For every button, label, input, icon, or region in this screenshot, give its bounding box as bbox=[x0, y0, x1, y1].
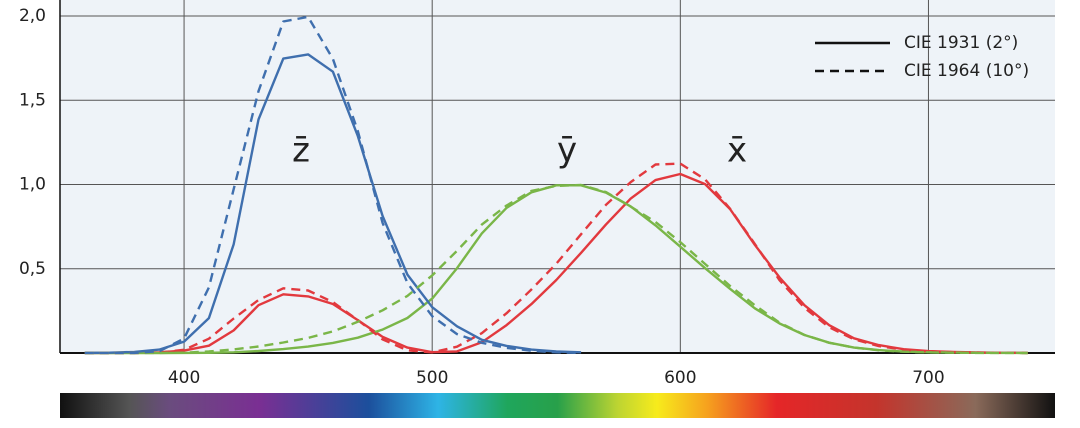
spectrum-bar bbox=[60, 393, 1055, 418]
x-tick-label: 500 bbox=[416, 368, 448, 388]
legend-label: CIE 1964 (10°) bbox=[904, 61, 1029, 81]
series-line bbox=[84, 172, 1028, 355]
y-tick-label: 1,0 bbox=[19, 175, 46, 195]
curve-label: x̄ bbox=[727, 131, 747, 171]
x-tick-label: 700 bbox=[912, 368, 944, 388]
series-line bbox=[84, 15, 582, 355]
series-line bbox=[84, 183, 1028, 355]
x-tick-label: 400 bbox=[168, 368, 200, 388]
plot-area bbox=[60, 0, 1055, 353]
x-tick-label: 600 bbox=[664, 368, 696, 388]
legend-label: CIE 1931 (2°) bbox=[904, 33, 1018, 53]
curve-label: ȳ bbox=[557, 131, 577, 171]
y-tick-label: 0,5 bbox=[19, 259, 46, 279]
series-line bbox=[84, 162, 1028, 355]
y-tick-label: 1,5 bbox=[19, 90, 46, 110]
curve-label: z̄ bbox=[292, 131, 310, 171]
y-tick-label: 2,0 bbox=[19, 6, 46, 26]
